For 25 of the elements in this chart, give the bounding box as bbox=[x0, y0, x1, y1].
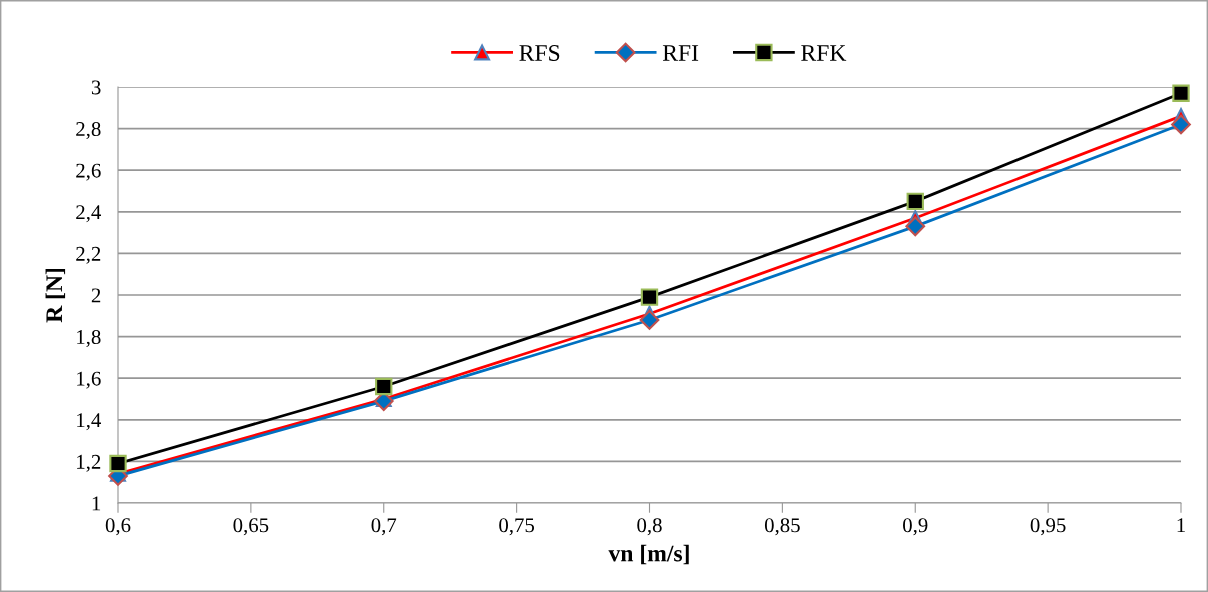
y-tick-label: 2,4 bbox=[76, 205, 102, 223]
y-tick-label: 1,4 bbox=[77, 413, 102, 431]
y-tick-label: 2 bbox=[91, 288, 101, 303]
y-tick-label: 2,6 bbox=[76, 163, 101, 181]
y-tick-label: 2,8 bbox=[76, 121, 101, 140]
y-tick-label: 2,2 bbox=[76, 246, 101, 264]
legend-label: RFI bbox=[662, 45, 699, 61]
x-tick-label: 1 bbox=[1177, 518, 1185, 533]
legend-label: RFK bbox=[801, 45, 847, 61]
x-axis-title: vn [m/s] bbox=[608, 544, 689, 565]
y-axis-title: R [N] bbox=[45, 268, 66, 323]
x-tick-label: 0,7 bbox=[371, 518, 397, 536]
y-tick-label: 1,2 bbox=[77, 454, 101, 472]
x-tick-label: 0,85 bbox=[764, 518, 800, 536]
x-tick-label: 0,65 bbox=[233, 518, 269, 536]
legend-label: RFS bbox=[519, 45, 560, 61]
y-tick-label: 1,8 bbox=[77, 329, 101, 348]
x-tick-label: 0,6 bbox=[105, 518, 131, 536]
x-tick-label: 0,95 bbox=[1030, 518, 1066, 536]
y-tick-label: 1,6 bbox=[77, 371, 101, 389]
x-tick-label: 0,8 bbox=[637, 518, 662, 536]
y-tick-label: 1 bbox=[92, 496, 101, 511]
x-tick-label: 0,75 bbox=[499, 518, 535, 536]
y-tick-label: 3 bbox=[91, 80, 101, 95]
x-tick-label: 0,9 bbox=[903, 518, 928, 536]
